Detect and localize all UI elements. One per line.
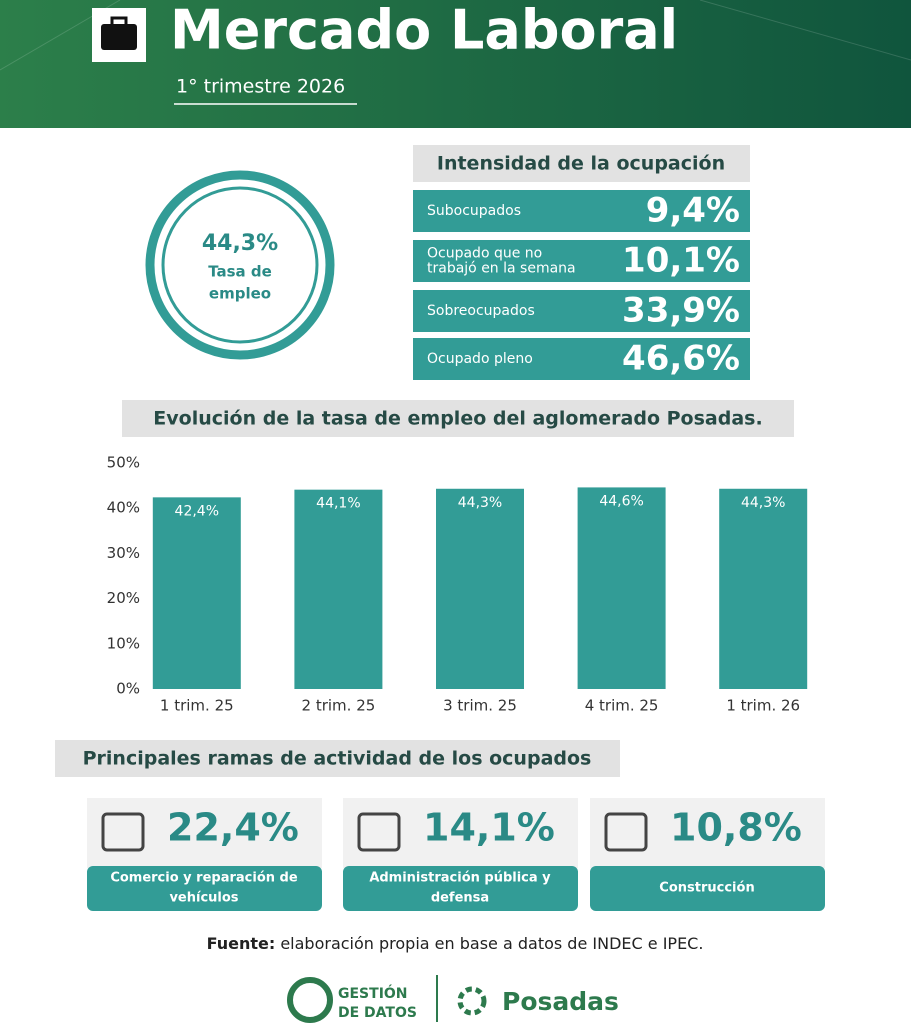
branch-value: 14,1%: [423, 806, 555, 850]
section-title: Principales ramas de actividad de los oc…: [83, 748, 592, 770]
x-tick-label: 4 trim. 25: [585, 697, 659, 715]
y-tick-label: 0%: [116, 680, 140, 698]
branch-card: [343, 798, 578, 868]
intensity-row: [413, 240, 750, 282]
x-tick-label: 2 trim. 25: [302, 697, 376, 715]
intensity-value: 10,1%: [622, 241, 740, 281]
bar: [294, 489, 383, 689]
logo-text: GESTIÓN: [338, 984, 408, 1002]
branch-card: [87, 798, 322, 868]
brand: Posadas: [502, 987, 619, 1016]
branch-label: Administración pública y: [369, 871, 551, 886]
branch-icon: [101, 812, 145, 852]
title: Mercado Laboral: [170, 0, 678, 62]
intensity-label: Ocupado pleno: [427, 351, 533, 367]
value-label: 44,3%: [458, 495, 502, 511]
employment-label: empleo: [209, 285, 271, 303]
intensity-label: Sobreocupados: [427, 303, 535, 319]
branch-label: Comercio y reparación de: [110, 871, 298, 886]
briefcase-icon: [101, 24, 137, 50]
employment-label: Tasa de: [208, 263, 272, 281]
intensity-value: 46,6%: [622, 339, 740, 379]
branch-label-bg: [87, 866, 322, 911]
branch-label-bg: [590, 866, 825, 911]
branch-card: [590, 798, 825, 868]
ring-inner: [161, 186, 319, 344]
intensity-label: Subocupados: [427, 203, 521, 219]
briefcase-handle: [110, 16, 128, 28]
chart-title: Evolución de la tasa de empleo del aglom…: [153, 408, 762, 430]
branch-label-bg: [343, 866, 578, 911]
y-tick-label: 10%: [107, 634, 140, 652]
intensity-row: [413, 190, 750, 232]
section-title: Intensidad de la ocupación: [437, 153, 725, 175]
x-tick-label: 3 trim. 25: [443, 697, 517, 715]
y-tick-label: 20%: [107, 589, 140, 607]
source: Fuente: elaboración propia en base a dat…: [207, 934, 704, 953]
intensity-row: [413, 290, 750, 332]
intensity-row: [413, 338, 750, 380]
intensity-value: 9,4%: [646, 191, 740, 231]
brand-mark: [457, 986, 487, 1016]
branch-value: 10,8%: [670, 806, 802, 850]
logo-text: DE DATOS: [338, 1005, 417, 1021]
ring-outer: [145, 170, 335, 360]
bar: [577, 487, 666, 689]
y-tick-label: 30%: [107, 544, 140, 562]
subtitle: 1° trimestre 2026: [176, 76, 345, 98]
bar: [436, 488, 524, 689]
value-label: 42,4%: [175, 503, 219, 519]
section-title-bg: [413, 145, 750, 182]
branch-label: defensa: [431, 891, 489, 906]
employment-value: 44,3%: [202, 231, 278, 256]
source-label: Fuente:: [207, 934, 276, 953]
branch-icon: [604, 812, 648, 852]
source-text: elaboración propia en base a datos de IN…: [280, 934, 703, 953]
y-tick-label: 40%: [107, 499, 140, 517]
bar: [152, 497, 241, 689]
logo-mark: [287, 977, 333, 1023]
intensity-value: 33,9%: [622, 291, 740, 331]
x-tick-label: 1 trim. 26: [726, 697, 800, 715]
bar: [719, 488, 808, 689]
decor: [699, 0, 911, 61]
branch-value: 22,4%: [167, 806, 299, 850]
section-title-bg: [122, 400, 794, 437]
branch-icon: [357, 812, 401, 852]
value-label: 44,3%: [741, 495, 785, 511]
y-tick-label: 50%: [107, 454, 140, 472]
header-bg: [0, 0, 911, 128]
branch-label: Construcción: [659, 881, 754, 896]
intensity-label: trabajó en la semana: [427, 261, 576, 277]
x-tick-label: 1 trim. 25: [160, 697, 234, 715]
value-label: 44,6%: [599, 493, 643, 509]
intensity-label: Ocupado que no: [427, 246, 542, 262]
branch-label: vehículos: [169, 891, 238, 906]
section-title-bg: [55, 740, 620, 777]
value-label: 44,1%: [316, 496, 360, 512]
